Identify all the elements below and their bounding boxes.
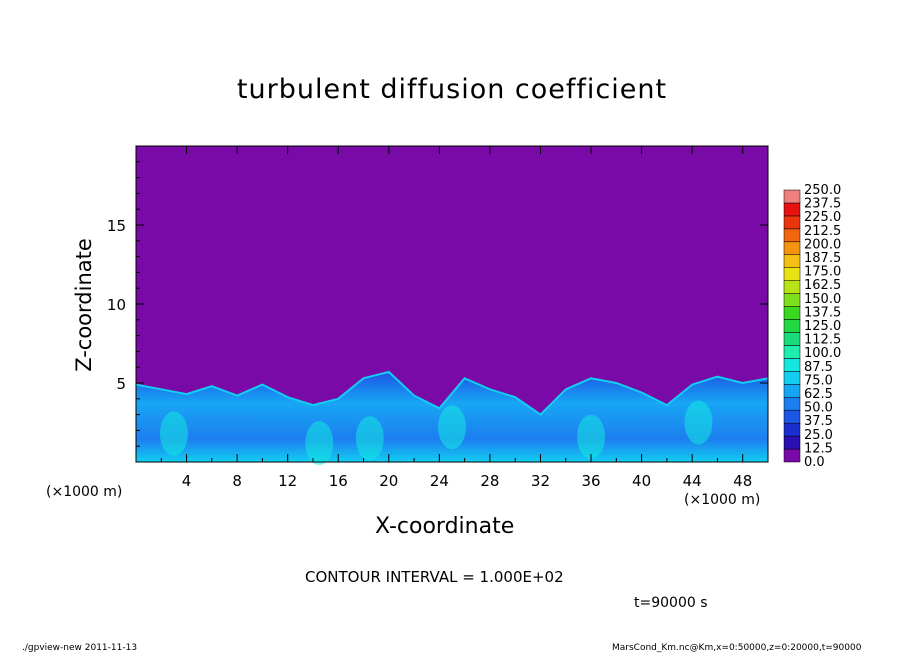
contour-interval-text: CONTOUR INTERVAL = 1.000E+02 [305, 568, 564, 586]
chart-title: turbulent diffusion coefficient [236, 74, 668, 105]
colorbar-label: 150.0 [804, 292, 841, 307]
x-tick-label: 28 [480, 472, 499, 490]
colorbar-swatch [783, 306, 801, 320]
colorbar-swatch [783, 435, 801, 450]
y-tick-label: 10 [107, 296, 126, 314]
colorbar-swatch [783, 280, 801, 294]
y-tick-label: 15 [107, 217, 126, 235]
colorbar-label: 25.0 [804, 428, 833, 443]
x-tick-label: 8 [232, 472, 242, 490]
colorbar-swatch [783, 215, 801, 230]
colorbar-swatch [783, 241, 801, 256]
colorbar-swatch [783, 384, 801, 398]
x-tick-label: 12 [278, 472, 297, 490]
colorbar-label: 250.0 [804, 183, 841, 198]
plume-highlights [159, 400, 713, 466]
x-tick-label: 36 [581, 472, 600, 490]
x-tick-label: 16 [329, 472, 348, 490]
colorbar-label: 137.5 [804, 305, 841, 320]
colorbar-label: 125.0 [804, 319, 841, 334]
colorbar-swatch [783, 228, 801, 243]
plume-core-4 [577, 414, 606, 459]
colorbar-label: 200.0 [804, 237, 841, 252]
colorbar-label: 175.0 [804, 265, 841, 280]
colorbar-swatch [783, 371, 801, 385]
x-tick-label: 44 [683, 472, 702, 490]
colorbar-label: 87.5 [804, 360, 833, 375]
colorbar-label: 100.0 [804, 346, 841, 361]
colorbar-swatch [783, 254, 801, 268]
colorbar-swatch [783, 396, 801, 411]
colorbar-label: 162.5 [804, 278, 841, 293]
colorbar-swatch [783, 345, 801, 359]
footer-right-text: MarsCond_Km.nc@Km,x=0:50000,z=0:20000,t=… [612, 643, 862, 653]
time-label: t=90000 s [634, 595, 708, 611]
x-axis-label: X-coordinate [375, 514, 515, 539]
colorbar-label: 225.0 [804, 210, 841, 225]
colorbar-swatch [783, 409, 801, 424]
colorbar-swatch [783, 448, 801, 463]
y-axis-label: Z-coordinate [72, 238, 96, 372]
colorbar-label: 50.0 [804, 401, 833, 416]
colorbar-label: 37.5 [804, 414, 833, 429]
x-tick-label: 20 [379, 472, 398, 490]
plume-core-2 [355, 416, 384, 461]
colorbar-swatch [783, 319, 801, 333]
colorbar-swatch [783, 358, 801, 372]
colorbar-label: 187.5 [804, 251, 841, 266]
colorbar-swatch [783, 293, 801, 307]
x-tick-label: 24 [430, 472, 449, 490]
plume-core-0 [159, 411, 188, 456]
colorbar-label: 62.5 [804, 387, 833, 402]
plume-core-3 [438, 405, 466, 450]
colorbar-label: 212.5 [804, 224, 841, 239]
x-unit-label-left: (×1000 m) [46, 484, 123, 500]
footer-left-text: ./gpview-new 2011-11-13 [22, 643, 138, 653]
x-unit-label-right: (×1000 m) [684, 492, 761, 508]
colorbar-swatch [783, 202, 801, 217]
colorbar-swatch [783, 189, 801, 204]
colorbar-label: 75.0 [804, 373, 833, 388]
colorbar-label: 12.5 [804, 441, 833, 456]
colorbar-label: 237.5 [804, 197, 841, 212]
colorbar-label: 0.0 [804, 455, 825, 470]
colorbar-swatch [783, 422, 801, 437]
y-tick-label: 5 [116, 375, 126, 393]
x-tick-label: 32 [531, 472, 550, 490]
plume-core-5 [684, 400, 713, 445]
plume-core-1 [305, 421, 334, 466]
x-tick-label: 48 [733, 472, 752, 490]
colorbar-label: 112.5 [804, 333, 841, 348]
colorbar-swatch [783, 332, 801, 346]
x-tick-label: 40 [632, 472, 651, 490]
colorbar-swatch [783, 267, 801, 281]
boundary-layer-edge [135, 370, 769, 416]
x-tick-label: 4 [182, 472, 192, 490]
